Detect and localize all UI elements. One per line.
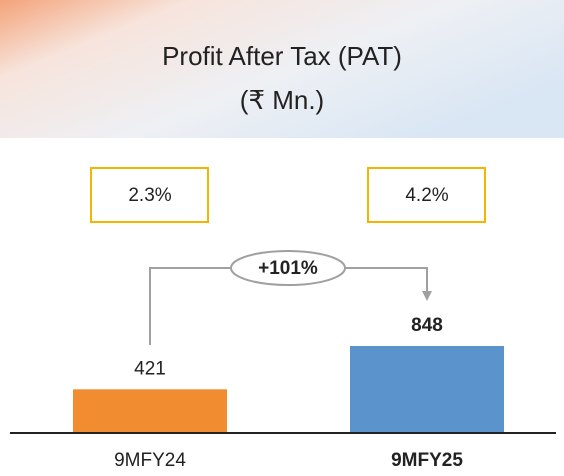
title-band: [0, 0, 564, 138]
chart-title: Profit After Tax (PAT): [162, 41, 402, 71]
margin-label: 4.2%: [405, 185, 448, 206]
x-tick-label: 9MFY24: [114, 450, 186, 471]
growth-label: +101%: [258, 258, 318, 279]
margin-label: 2.3%: [128, 185, 171, 206]
margin-box: [367, 167, 486, 223]
x-tick-label: 9MFY25: [391, 450, 463, 471]
bar: [350, 346, 504, 432]
chart-subtitle: (₹ Mn.): [240, 85, 324, 115]
growth-bubble: [230, 250, 346, 286]
margin-box: [90, 167, 209, 223]
value-label: 421: [134, 358, 166, 379]
bar: [73, 389, 227, 432]
value-label: 848: [411, 315, 443, 336]
